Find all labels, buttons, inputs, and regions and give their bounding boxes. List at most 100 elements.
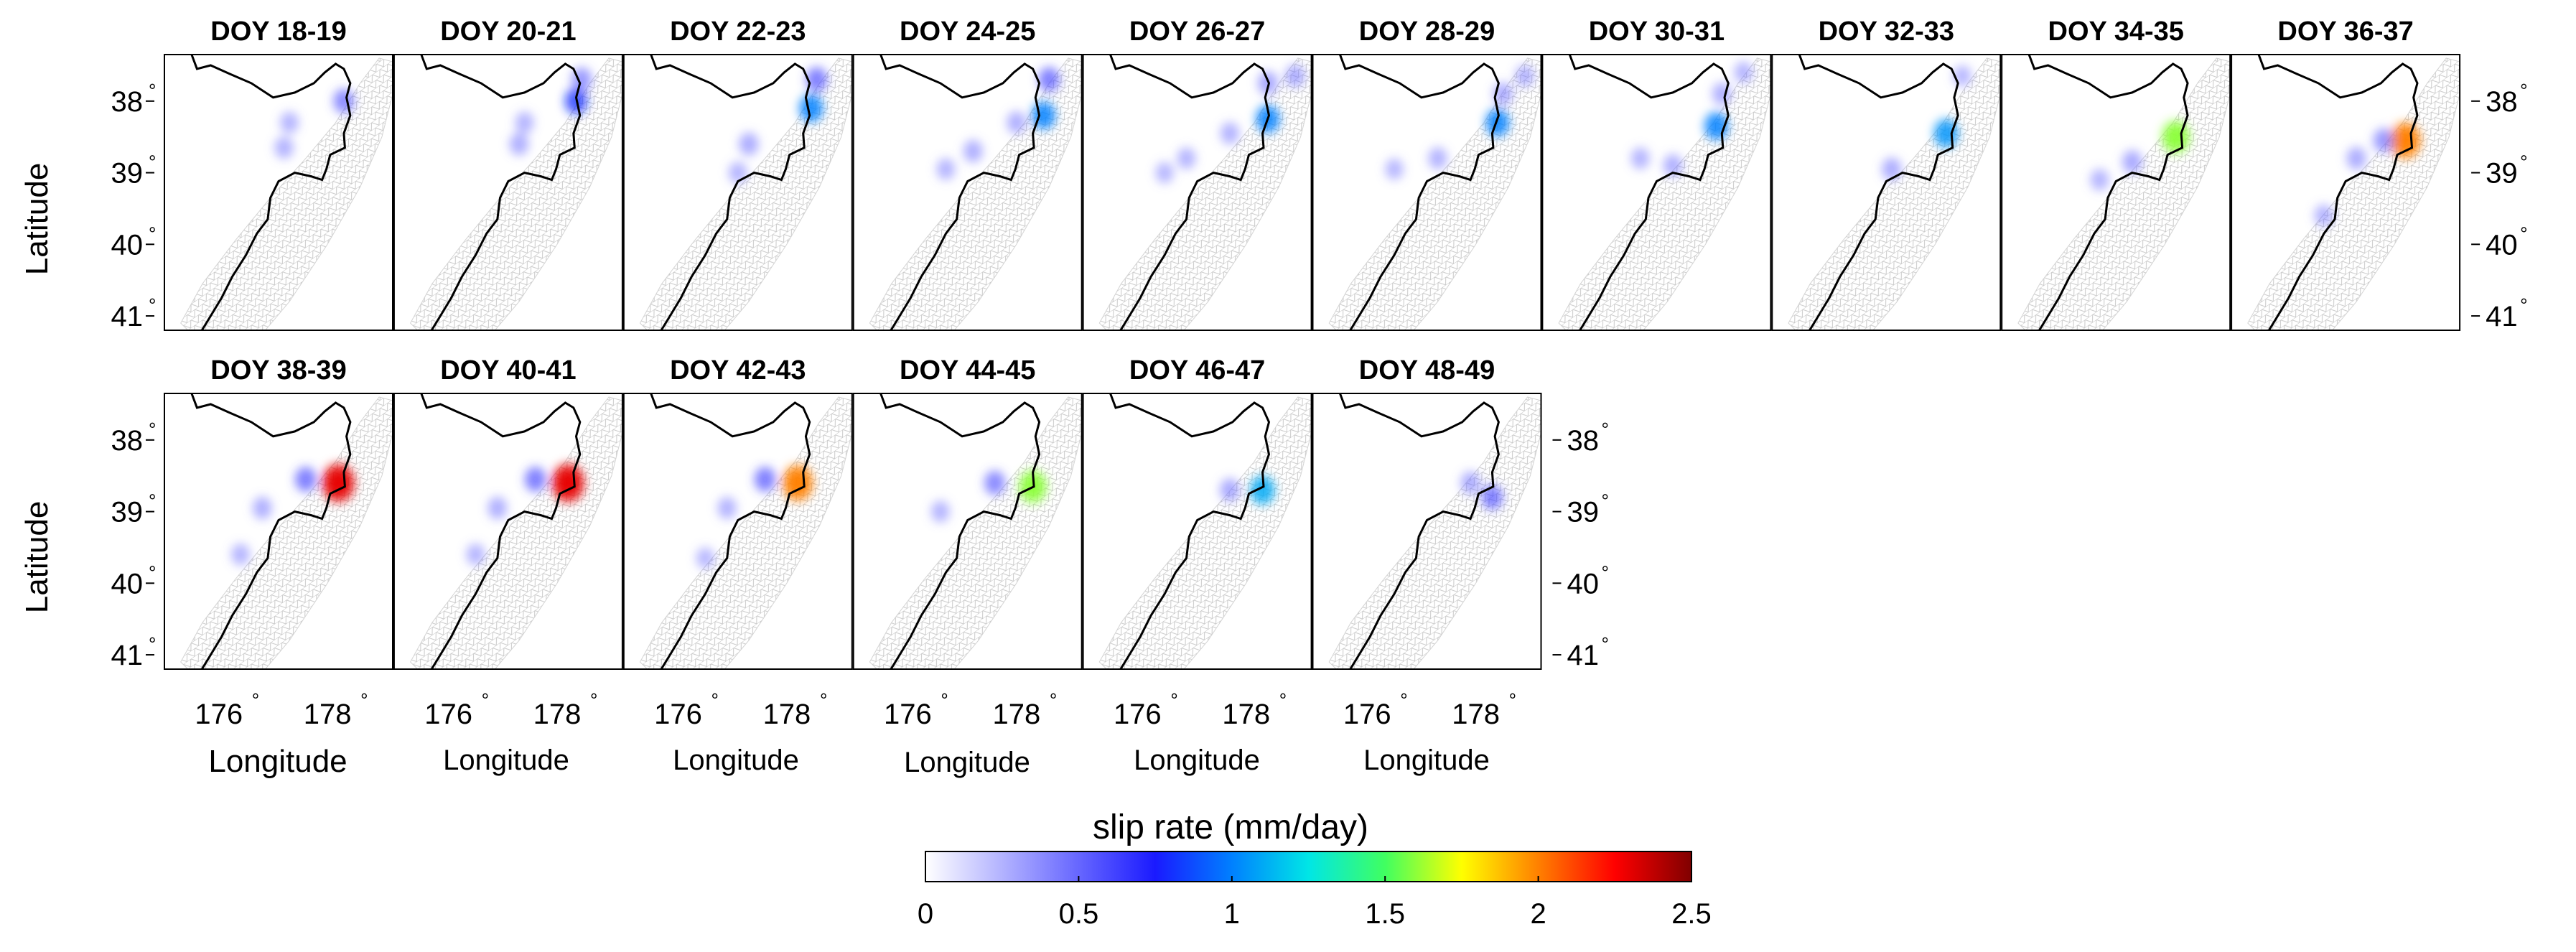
y-tick-label: 38	[1567, 425, 1600, 457]
degree-symbol: °	[149, 151, 156, 173]
panel-frame	[1082, 54, 1312, 331]
slip-patch	[2314, 205, 2333, 227]
xlabel-panel-6: Longitude	[1363, 745, 1490, 776]
panel-frame	[393, 54, 623, 331]
coastline	[420, 393, 582, 669]
degree-symbol: °	[1050, 689, 1057, 711]
panel-title: DOY 40-41	[440, 355, 576, 386]
fault-mesh	[409, 57, 622, 330]
slip-patch	[1385, 158, 1404, 180]
slip-patch	[2090, 169, 2109, 191]
slip-patches	[466, 463, 584, 566]
slip-patch	[717, 497, 737, 519]
colorbar	[925, 851, 1692, 882]
slip-patch	[1460, 471, 1480, 495]
slip-patch	[799, 94, 823, 123]
slip-patch	[1250, 475, 1275, 505]
panel-frame	[852, 54, 1083, 331]
degree-symbol: °	[2520, 294, 2527, 316]
degree-symbol: °	[149, 561, 156, 583]
map-panel: DOY 42-43	[622, 355, 853, 670]
colorbar-tick-label: 2.5	[1671, 898, 1712, 930]
fault-mesh	[180, 57, 393, 330]
degree-symbol: °	[820, 689, 827, 711]
slip-patches	[274, 88, 355, 159]
y-tick-label: 38	[111, 86, 144, 118]
coastline	[1338, 55, 1500, 330]
panel-frame	[164, 393, 393, 670]
coastline	[650, 55, 811, 330]
y-tick-label: 38	[2486, 86, 2518, 118]
x-tick-label: 176	[654, 699, 702, 730]
x-tick-label: 176	[1343, 699, 1391, 730]
panel-frame	[2001, 54, 2231, 331]
y-tick-label: 39	[111, 497, 144, 528]
slip-patch-core	[2168, 128, 2183, 146]
colorbar-tick-label: 1.5	[1365, 898, 1405, 930]
slip-patch	[466, 543, 485, 566]
x-tick-label: 178	[304, 699, 352, 730]
slip-patch	[1007, 111, 1027, 134]
slip-patch	[1220, 478, 1240, 502]
panel-title: DOY 34-35	[2048, 17, 2183, 47]
slip-patch	[1481, 485, 1503, 510]
map-panel: DOY 34-35	[2001, 17, 2231, 331]
slip-patch	[1882, 157, 1902, 181]
colorbar-tick-label: 1	[1224, 898, 1240, 930]
slip-patch	[525, 467, 546, 493]
y-tick-label: 39	[1567, 497, 1600, 528]
degree-symbol: °	[149, 294, 156, 316]
map-panel: DOY 18-19	[164, 17, 393, 331]
coastline	[1338, 393, 1500, 669]
degree-symbol: °	[1602, 561, 1609, 583]
xlabel-panel-4: Longitude	[904, 747, 1030, 778]
slip-patch	[295, 467, 317, 493]
slip-patch	[2122, 150, 2142, 174]
map-panel: DOY 48-49	[1312, 355, 1542, 670]
degree-symbol: °	[1170, 689, 1177, 711]
slip-patch	[696, 547, 714, 569]
map-panel: DOY 44-45	[852, 355, 1083, 670]
degree-symbol: °	[149, 490, 156, 512]
degree-symbol: °	[1279, 689, 1287, 711]
panel-frame	[1312, 393, 1542, 670]
degree-symbol: °	[590, 689, 597, 711]
slip-patch	[1630, 147, 1650, 169]
map-panel: DOY 22-23	[622, 17, 853, 331]
coastline	[650, 393, 811, 669]
panels-layer: DOY 18-19 DOY 20-21 DOY 22-23 DOY 24-25 DOY …	[164, 17, 2461, 670]
map-panel: DOY 46-47	[1082, 355, 1312, 670]
panel-frame	[164, 54, 393, 331]
ylabel-row-1: Latitude	[19, 163, 55, 276]
slip-patch	[984, 470, 1006, 495]
panel-title: DOY 24-25	[900, 17, 1035, 47]
y-tick-label: 38	[111, 425, 144, 457]
slip-patch	[754, 467, 776, 493]
slip-patch	[930, 500, 950, 523]
degree-symbol: °	[1602, 490, 1609, 512]
y-tick-label: 41	[111, 640, 144, 671]
panel-frame	[1082, 393, 1312, 670]
x-tick-label: 176	[884, 699, 932, 730]
panel-frame	[852, 393, 1083, 670]
degree-symbol: °	[2520, 80, 2527, 101]
colorbar-tick-label: 2	[1530, 898, 1546, 930]
xlabel-panel-2: Longitude	[443, 745, 569, 776]
coastline	[2257, 55, 2419, 330]
slip-patch	[1038, 67, 1060, 93]
degree-symbol: °	[149, 633, 156, 655]
x-tick-label: 178	[1222, 699, 1270, 730]
xlabel-panel-3: Longitude	[673, 745, 799, 776]
coastline	[1798, 55, 1959, 330]
fault-mesh	[1098, 396, 1312, 669]
panel-title: DOY 26-27	[1129, 17, 1265, 47]
slip-patch	[231, 543, 250, 566]
slip-patch	[515, 111, 534, 134]
slip-patches	[2314, 122, 2421, 227]
slip-patch	[1485, 108, 1510, 137]
coastline	[1109, 55, 1271, 330]
degree-symbol: °	[149, 419, 156, 440]
coastline	[1109, 393, 1271, 669]
panel-frame	[1541, 54, 1772, 331]
axis-ticks-layer: 38 °39 °40 °41 °38 °39 °40 °41 °38 °39 °40 °41 °38 °3…	[111, 80, 2528, 730]
